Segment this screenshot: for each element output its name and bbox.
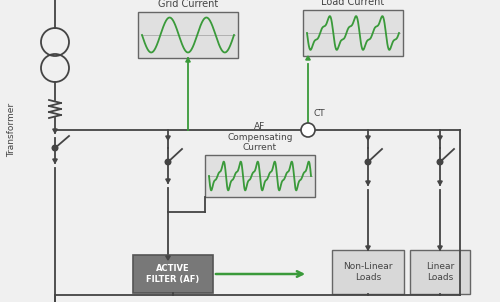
Polygon shape <box>53 159 57 163</box>
Text: Transformer: Transformer <box>8 103 16 157</box>
Polygon shape <box>306 56 310 60</box>
Text: Load Current: Load Current <box>322 0 384 7</box>
Text: ACTIVE
FILTER (AF): ACTIVE FILTER (AF) <box>146 264 200 284</box>
Circle shape <box>165 159 171 165</box>
Polygon shape <box>186 58 190 62</box>
Bar <box>303 10 403 56</box>
Polygon shape <box>438 136 442 140</box>
Bar <box>332 250 404 294</box>
Text: Linear
Loads: Linear Loads <box>426 262 454 282</box>
Text: Non-Linear
Loads: Non-Linear Loads <box>343 262 393 282</box>
Polygon shape <box>366 246 370 250</box>
Polygon shape <box>438 246 442 250</box>
Bar <box>410 250 470 294</box>
Bar <box>205 155 315 197</box>
Circle shape <box>52 145 58 151</box>
Bar <box>138 12 238 58</box>
Circle shape <box>437 159 443 165</box>
Polygon shape <box>166 179 170 183</box>
Polygon shape <box>366 136 370 140</box>
Polygon shape <box>166 256 170 260</box>
Polygon shape <box>366 181 370 185</box>
Polygon shape <box>53 129 57 133</box>
Circle shape <box>365 159 371 165</box>
Polygon shape <box>166 136 170 140</box>
Text: Grid Current: Grid Current <box>158 0 218 9</box>
Polygon shape <box>438 181 442 185</box>
Circle shape <box>301 123 315 137</box>
Bar <box>133 255 213 293</box>
Text: AF
Compensating
Current: AF Compensating Current <box>227 122 293 152</box>
Text: CT: CT <box>313 109 324 118</box>
